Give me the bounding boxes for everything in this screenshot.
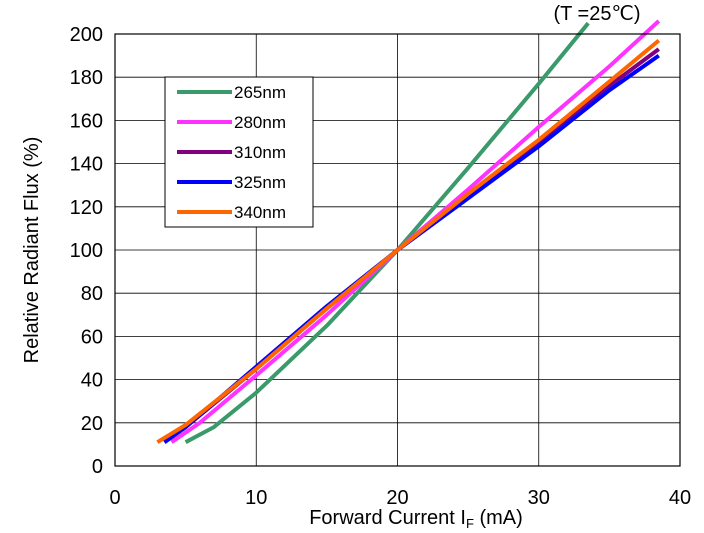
x-tick-label: 10: [245, 487, 267, 509]
x-tick-label: 0: [109, 487, 120, 509]
y-tick-label: 20: [81, 413, 103, 435]
legend: 265nm 280nm 310nm 325nm 340nm: [164, 76, 314, 228]
y-tick-label: 100: [70, 240, 103, 262]
x-tick-label: 40: [669, 487, 691, 509]
y-tick-label: 80: [81, 283, 103, 305]
x-tick-label: 30: [528, 487, 550, 509]
plot-frame: [114, 33, 681, 467]
y-tick-label: 0: [92, 456, 103, 478]
series-line-265nm: [184, 21, 590, 444]
x-tick-labels: 0 10 20 30 40: [109, 487, 691, 509]
condition-annotation: (T =25℃): [553, 3, 640, 25]
y-tick-label: 180: [70, 67, 103, 89]
x-axis-label: Forward Current IF (mA): [309, 507, 523, 531]
y-tick-label: 140: [70, 154, 103, 176]
legend-label-280nm: 280nm: [234, 113, 286, 132]
y-tick-label: 60: [81, 326, 103, 348]
legend-label-310nm: 310nm: [234, 143, 286, 162]
y-tick-label: 200: [70, 24, 103, 46]
y-tick-label: 40: [81, 370, 103, 392]
legend-label-340nm: 340nm: [234, 203, 286, 222]
y-tick-labels: 0 20 40 60 80 100 120 140 160 180 200: [70, 24, 103, 478]
legend-label-325nm: 325nm: [234, 173, 286, 192]
y-tick-label: 120: [70, 197, 103, 219]
legend-label-265nm: 265nm: [234, 83, 286, 102]
series-lines: [156, 19, 661, 444]
series-line-340nm: [156, 38, 661, 444]
x-tick-label: 20: [386, 487, 408, 509]
y-axis-label: Relative Radiant Flux (%): [21, 137, 43, 364]
y-tick-label: 160: [70, 110, 103, 132]
